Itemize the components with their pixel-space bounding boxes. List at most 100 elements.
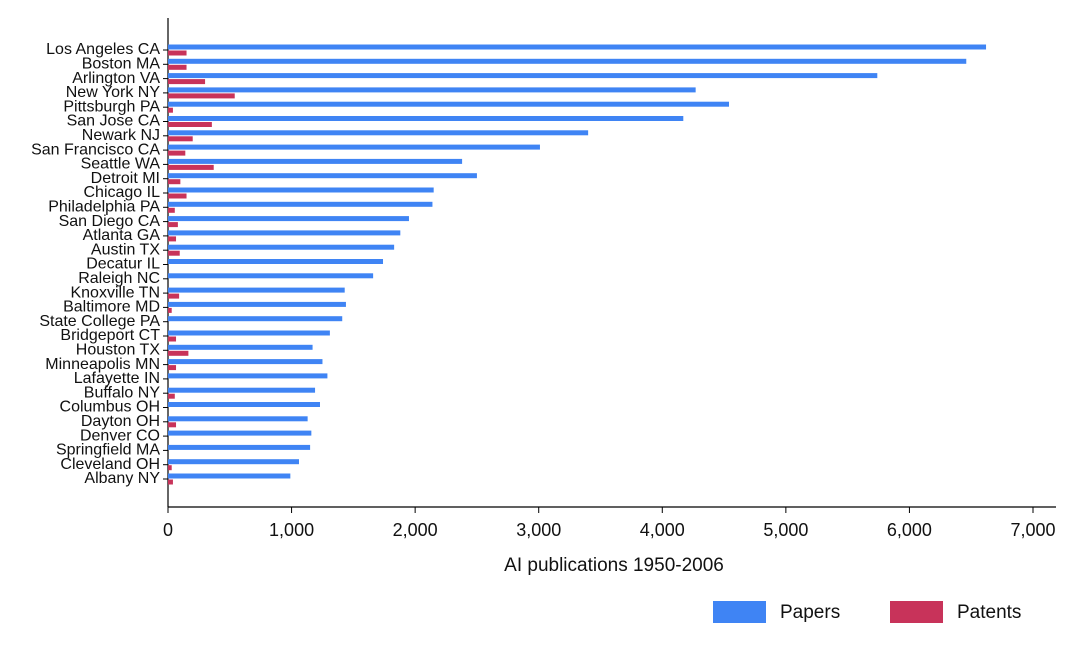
y-tick-label: Cleveland OH xyxy=(60,456,160,473)
bar xyxy=(168,293,180,299)
bar xyxy=(168,116,684,121)
legend-swatch xyxy=(890,601,943,623)
y-tick-label: Houston TX xyxy=(76,342,161,359)
y-tick-label: New York NY xyxy=(66,84,161,101)
bar xyxy=(168,130,589,136)
y-tick-label: State College PA xyxy=(39,313,160,330)
x-tick-label: 4,000 xyxy=(640,520,685,540)
bar xyxy=(168,173,477,179)
bar xyxy=(168,230,401,236)
y-tick-label: Newark NJ xyxy=(82,127,160,144)
y-tick-label: Seattle WA xyxy=(81,156,161,173)
bar xyxy=(168,479,173,485)
y-tick-label: Chicago IL xyxy=(84,184,161,201)
bar xyxy=(168,459,299,465)
bar xyxy=(168,79,206,85)
bar xyxy=(168,107,173,113)
bar xyxy=(168,250,180,256)
y-tick-label: Minneapolis MN xyxy=(45,356,160,373)
y-tick-label: Raleigh NC xyxy=(78,270,160,287)
bar xyxy=(168,287,345,293)
bar xyxy=(168,430,312,436)
bar xyxy=(168,122,212,127)
bar xyxy=(168,316,343,322)
bar xyxy=(168,164,214,170)
y-tick-label: Albany NY xyxy=(84,470,160,487)
bar xyxy=(168,101,730,107)
y-tick-label: San Diego CA xyxy=(59,213,161,230)
y-tick-label: Los Angeles CA xyxy=(46,41,160,58)
bar xyxy=(168,73,878,79)
bar xyxy=(168,330,330,336)
y-tick-label: Austin TX xyxy=(91,241,160,258)
bar xyxy=(168,373,328,379)
bar xyxy=(168,216,409,222)
bar xyxy=(168,44,987,50)
bar xyxy=(168,87,696,93)
bar xyxy=(168,273,374,279)
bar xyxy=(168,301,346,307)
bar xyxy=(168,201,433,207)
bar xyxy=(168,465,172,471)
y-tick-label: Lafayette IN xyxy=(74,370,160,387)
x-tick-label: 7,000 xyxy=(1010,520,1055,540)
x-tick-label: 2,000 xyxy=(393,520,438,540)
y-tick-label: Bridgeport CT xyxy=(60,327,160,344)
bar xyxy=(168,144,540,150)
bar xyxy=(168,259,384,264)
x-axis-title: AI publications 1950-2006 xyxy=(504,555,724,576)
bar xyxy=(168,444,311,450)
x-tick-label: 3,000 xyxy=(516,520,561,540)
y-tick-label: Arlington VA xyxy=(72,70,160,87)
bar xyxy=(168,158,463,164)
bar xyxy=(168,336,177,342)
y-tick-label: Knoxville TN xyxy=(70,284,160,301)
legend-label: Papers xyxy=(780,602,840,623)
bar xyxy=(168,402,320,407)
bar xyxy=(168,64,187,70)
y-tick-label: San Francisco CA xyxy=(31,141,160,158)
bar xyxy=(168,93,235,99)
y-tick-label: Baltimore MD xyxy=(63,299,160,316)
bar xyxy=(168,244,395,250)
bar xyxy=(168,222,178,228)
bar xyxy=(168,307,172,313)
y-tick-label: Atlanta GA xyxy=(83,227,161,244)
bar xyxy=(168,422,177,428)
y-tick-label: Detroit MI xyxy=(91,170,160,187)
bar xyxy=(168,207,175,213)
legend-swatch xyxy=(713,601,766,623)
bar xyxy=(168,387,316,393)
bar xyxy=(168,473,291,479)
y-tick-label: Decatur IL xyxy=(86,256,160,273)
y-tick-label: Denver CO xyxy=(80,427,160,444)
bar xyxy=(168,193,187,199)
bar xyxy=(168,236,177,242)
bar xyxy=(168,58,967,64)
bar xyxy=(168,350,189,356)
x-tick-label: 6,000 xyxy=(887,520,932,540)
legend-label: Patents xyxy=(957,602,1021,623)
bar xyxy=(168,187,434,193)
x-tick-label: 5,000 xyxy=(763,520,808,540)
bar xyxy=(168,50,187,56)
bar xyxy=(168,416,308,422)
bar xyxy=(168,344,313,350)
bar xyxy=(168,359,323,365)
y-tick-label: Pittsburgh PA xyxy=(63,98,160,115)
y-tick-label: Boston MA xyxy=(82,56,161,73)
x-tick-label: 1,000 xyxy=(269,520,314,540)
bar xyxy=(168,393,175,399)
y-tick-label: Dayton OH xyxy=(81,413,160,430)
y-tick-label: Columbus OH xyxy=(60,399,160,416)
bar xyxy=(168,136,193,142)
bar xyxy=(168,179,181,185)
x-tick-label: 0 xyxy=(163,520,173,540)
bar xyxy=(168,150,186,156)
y-tick-label: Philadelphia PA xyxy=(48,199,160,216)
y-tick-label: Springfield MA xyxy=(56,442,160,459)
y-tick-label: Buffalo NY xyxy=(84,384,161,401)
bar xyxy=(168,365,177,371)
y-tick-label: San Jose CA xyxy=(67,113,161,130)
